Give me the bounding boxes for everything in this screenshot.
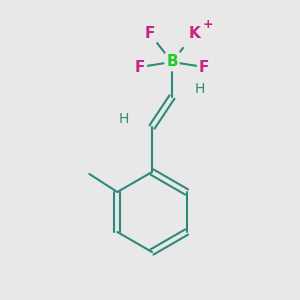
Text: F: F (199, 59, 209, 74)
Text: H: H (195, 82, 205, 96)
Text: K: K (188, 26, 200, 41)
Text: H: H (119, 112, 129, 126)
Text: F: F (145, 26, 155, 41)
Text: F: F (135, 59, 145, 74)
Text: B: B (166, 55, 178, 70)
Text: +: + (203, 17, 213, 31)
